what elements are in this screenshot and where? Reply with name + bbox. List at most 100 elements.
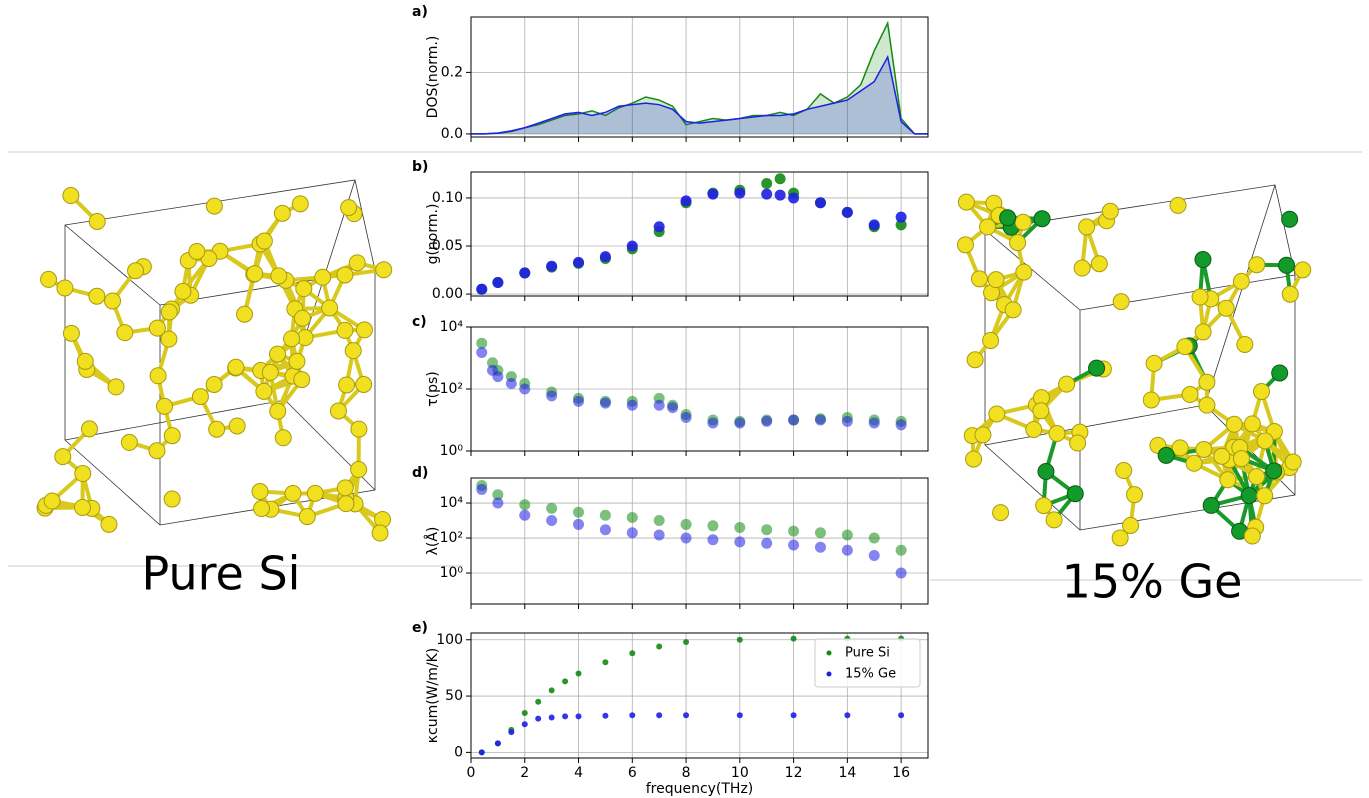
atom	[1025, 420, 1043, 438]
point	[868, 550, 880, 562]
atom	[1004, 301, 1022, 319]
legend-label: 15% Ge	[845, 667, 896, 682]
atom	[174, 282, 192, 300]
x-tick-label: 10	[731, 765, 749, 781]
y-tick-label: 0.00	[432, 286, 463, 302]
y-axis-label: κcum(W/m/K)	[425, 648, 441, 743]
point	[492, 489, 504, 501]
atom	[1232, 272, 1250, 290]
atom	[1101, 202, 1119, 220]
point	[895, 211, 907, 223]
point	[602, 659, 609, 666]
atom	[293, 371, 311, 389]
structure-label: 15% Ge	[1062, 555, 1243, 609]
point	[476, 483, 488, 495]
area-fill	[471, 23, 928, 134]
atom	[191, 388, 209, 406]
y-tick-label: 0.2	[441, 64, 463, 80]
legend-marker	[826, 650, 832, 656]
atom	[329, 402, 347, 420]
atom	[336, 479, 354, 497]
atom	[1090, 255, 1108, 273]
point	[841, 529, 853, 541]
point	[707, 188, 719, 200]
atom	[163, 427, 181, 445]
point	[653, 529, 665, 541]
point	[535, 715, 542, 722]
atom	[1009, 234, 1027, 252]
atom	[1243, 527, 1261, 545]
point	[788, 539, 800, 551]
x-tick-label: 0	[467, 765, 476, 781]
atom	[1278, 256, 1296, 274]
atom	[999, 209, 1017, 227]
atom	[40, 270, 58, 288]
y-tick-label: 10²	[440, 381, 463, 397]
atom	[344, 342, 362, 360]
y-axis-label: λ(Å)	[424, 527, 441, 556]
point	[898, 712, 905, 719]
x-tick-label: 6	[628, 765, 637, 781]
point	[546, 260, 558, 272]
point	[653, 399, 665, 411]
atom	[974, 426, 992, 444]
atom	[1243, 415, 1261, 433]
point	[599, 251, 611, 263]
atom	[1176, 338, 1194, 356]
atom	[1078, 218, 1096, 236]
atom	[1111, 529, 1129, 547]
atom	[1236, 335, 1254, 353]
point	[761, 415, 773, 427]
point	[734, 536, 746, 548]
point	[519, 383, 531, 395]
atom	[1198, 373, 1216, 391]
atom	[1048, 424, 1066, 442]
point	[841, 544, 853, 556]
atom	[269, 402, 287, 420]
point	[492, 277, 504, 289]
atom	[160, 330, 178, 348]
point	[653, 221, 665, 233]
atom	[261, 363, 279, 381]
atom	[992, 504, 1010, 522]
atom	[251, 483, 269, 501]
atom	[988, 405, 1006, 423]
atom	[1219, 471, 1237, 489]
atom	[288, 352, 306, 370]
atom	[1015, 263, 1033, 281]
atom	[62, 187, 80, 205]
point	[505, 378, 517, 390]
atom	[1256, 432, 1274, 450]
point	[575, 670, 582, 677]
atom	[1198, 396, 1216, 414]
atom	[56, 279, 74, 297]
atom	[116, 324, 134, 342]
atom	[255, 382, 273, 400]
atom	[104, 292, 122, 310]
point	[734, 417, 746, 429]
atom	[291, 195, 309, 213]
atom	[340, 199, 358, 217]
y-tick-label: 0.10	[432, 190, 463, 206]
atom	[74, 465, 92, 483]
atom	[76, 352, 94, 370]
atom	[1213, 447, 1231, 465]
cell-edge	[984, 184, 1296, 531]
atom	[1195, 440, 1213, 458]
atom	[227, 358, 245, 376]
y-tick-label: 10⁴	[440, 319, 464, 335]
atom	[338, 376, 356, 394]
atom	[295, 280, 313, 298]
legend-box	[814, 638, 921, 688]
structure-ge	[956, 184, 1312, 547]
panel-label: a)	[412, 4, 428, 20]
atom	[371, 524, 389, 542]
atom	[314, 268, 332, 286]
point	[492, 371, 504, 383]
x-tick-label: 4	[574, 765, 583, 781]
point	[868, 219, 880, 231]
point	[573, 256, 585, 268]
atom	[1181, 386, 1199, 404]
panel-label: e)	[412, 620, 428, 636]
point	[626, 527, 638, 539]
